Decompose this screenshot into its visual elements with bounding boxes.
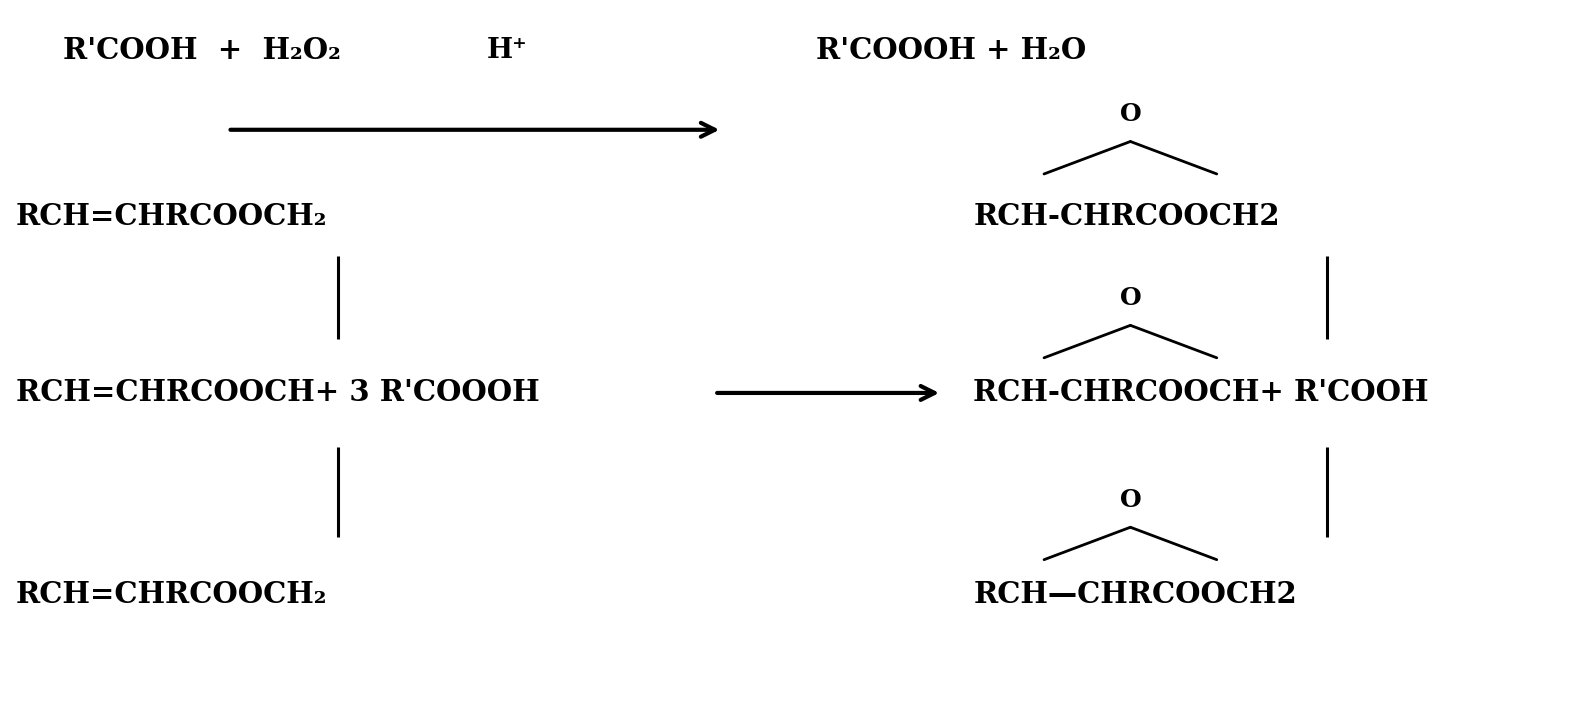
Text: O: O xyxy=(1119,102,1141,126)
Text: RCH=CHRCOOCH+ 3 R'COOOH: RCH=CHRCOOCH+ 3 R'COOOH xyxy=(16,379,540,407)
Text: R'COOH  +  H₂O₂: R'COOH + H₂O₂ xyxy=(63,36,341,65)
Text: RCH—CHRCOOCH2: RCH—CHRCOOCH2 xyxy=(973,580,1297,609)
Text: RCH=CHRCOOCH₂: RCH=CHRCOOCH₂ xyxy=(16,580,327,609)
Text: H⁺: H⁺ xyxy=(487,37,528,64)
Text: R'COOOH + H₂O: R'COOOH + H₂O xyxy=(816,36,1086,65)
Text: O: O xyxy=(1119,488,1141,512)
Text: RCH=CHRCOOCH₂: RCH=CHRCOOCH₂ xyxy=(16,202,327,231)
Text: O: O xyxy=(1119,286,1141,310)
Text: RCH-CHRCOOCH2: RCH-CHRCOOCH2 xyxy=(973,202,1280,231)
Text: RCH-CHRCOOCH+ R'COOH: RCH-CHRCOOCH+ R'COOH xyxy=(973,379,1429,407)
